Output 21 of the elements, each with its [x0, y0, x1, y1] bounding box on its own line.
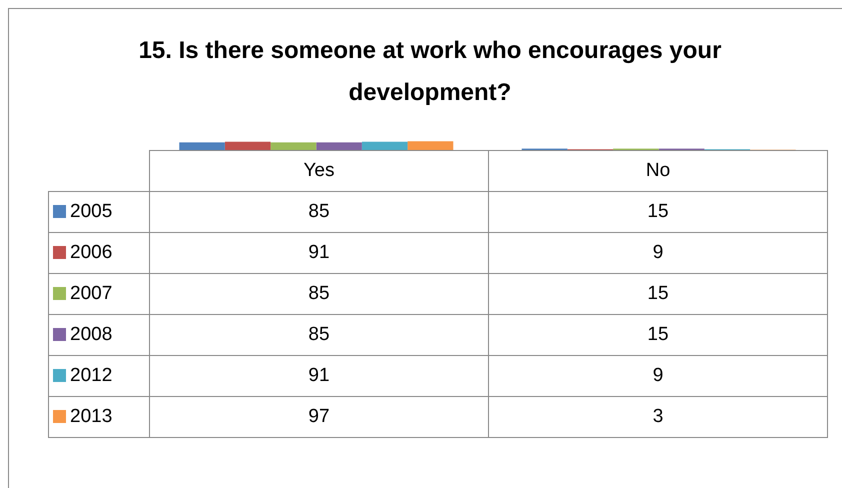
data-label: 85: [150, 274, 488, 314]
legend-label: 2006: [48, 232, 150, 274]
legend-label: 2008: [48, 314, 150, 356]
data-label: 85: [150, 314, 488, 356]
data-label: 15: [488, 274, 828, 314]
legend-label: 2012: [48, 356, 150, 396]
legend-label: 2005: [48, 192, 150, 232]
data-label: 91: [150, 232, 488, 274]
data-label: 3: [488, 396, 828, 438]
data-label: 97: [150, 396, 488, 438]
data-label: 9: [488, 356, 828, 396]
data-label: 85: [150, 192, 488, 232]
legend-label: 2007: [48, 274, 150, 314]
chart-title: 15. Is there someone at work who encourages your development?: [138, 36, 722, 108]
data-label: 15: [488, 314, 828, 356]
x-tick-label: No: [488, 150, 828, 192]
x-tick-label: Yes: [150, 150, 488, 192]
data-label: 91: [150, 356, 488, 396]
data-label: 9: [488, 232, 828, 274]
data-label: 15: [488, 192, 828, 232]
legend-label: 2013: [48, 396, 150, 438]
